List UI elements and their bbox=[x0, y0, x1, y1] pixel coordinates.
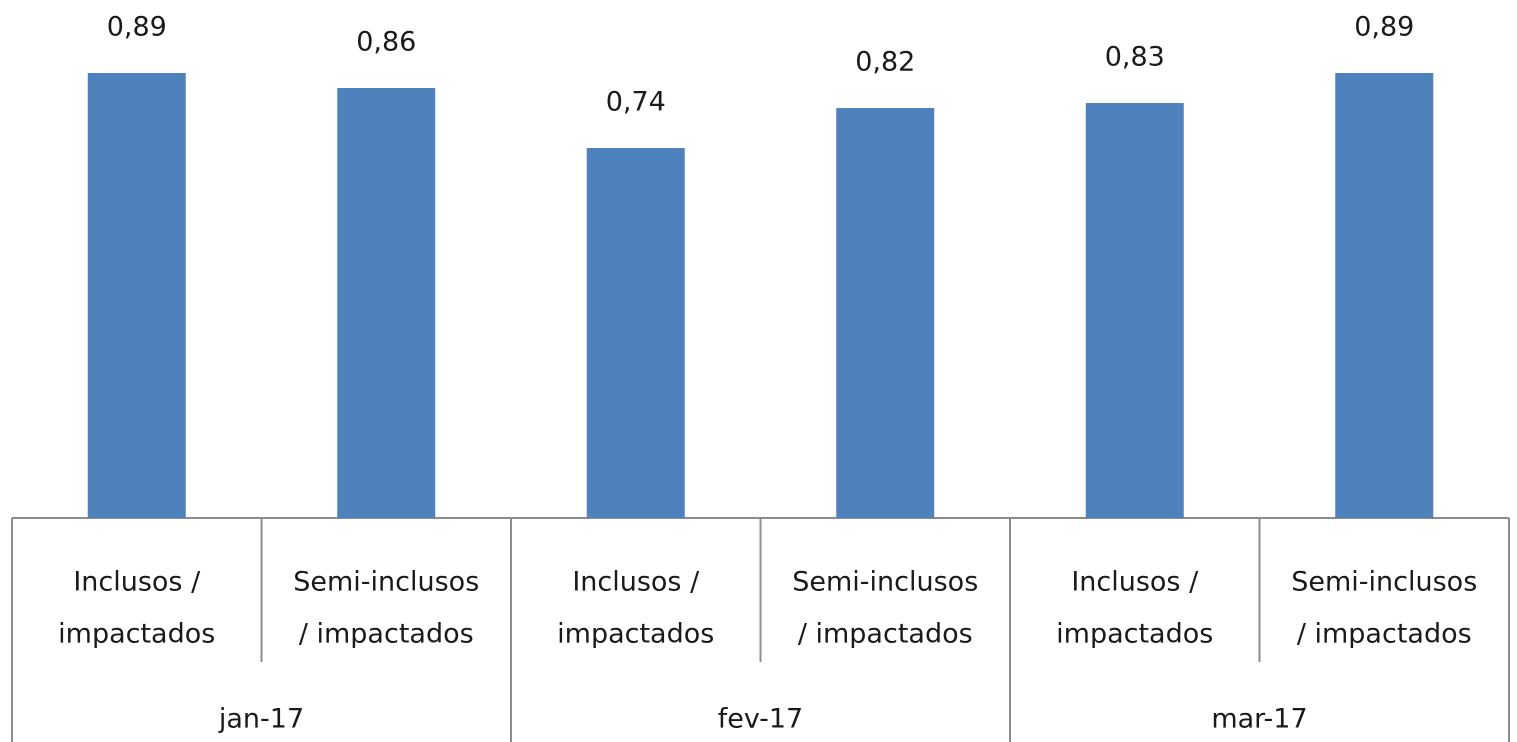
bar bbox=[1085, 103, 1184, 518]
x-tick-label: / impactados bbox=[1297, 619, 1472, 650]
x-tick-label: Inclusos / bbox=[572, 567, 700, 598]
x-tick-label: impactados bbox=[557, 619, 714, 650]
data-label: 0,82 bbox=[855, 47, 915, 78]
x-tick-label: impactados bbox=[58, 619, 215, 650]
x-tick-label: Semi-inclusos bbox=[1291, 567, 1477, 598]
x-tick-label: Inclusos / bbox=[1071, 567, 1199, 598]
x-tick-label: Semi-inclusos bbox=[293, 567, 479, 598]
bar bbox=[1335, 73, 1434, 518]
data-label: 0,89 bbox=[107, 12, 167, 43]
x-tick-label: impactados bbox=[1056, 619, 1213, 650]
bar bbox=[836, 108, 935, 518]
x-tick-label: Inclusos / bbox=[73, 567, 201, 598]
data-label: 0,89 bbox=[1354, 12, 1414, 43]
bar bbox=[586, 148, 685, 518]
group-label: fev-17 bbox=[718, 704, 803, 735]
bar bbox=[87, 73, 186, 518]
data-label: 0,83 bbox=[1105, 42, 1165, 73]
x-tick-label: / impactados bbox=[299, 619, 474, 650]
data-label: 0,86 bbox=[356, 27, 416, 58]
group-label: jan-17 bbox=[218, 704, 304, 735]
x-tick-label: Semi-inclusos bbox=[792, 567, 978, 598]
x-tick-label: / impactados bbox=[798, 619, 973, 650]
bar bbox=[337, 88, 436, 518]
group-label: mar-17 bbox=[1211, 704, 1307, 735]
data-label: 0,74 bbox=[606, 87, 666, 118]
